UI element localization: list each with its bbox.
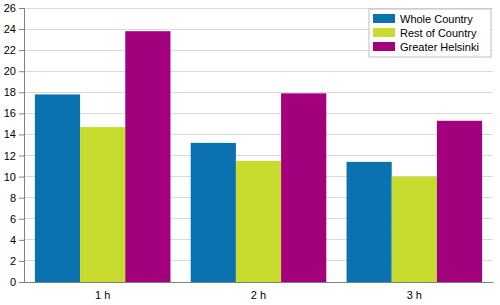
- legend-label: Rest of Country: [400, 27, 477, 39]
- grid-line: [24, 113, 493, 114]
- y-tick: 16: [4, 107, 24, 119]
- y-tick-label: 18: [4, 86, 16, 98]
- bars: [35, 31, 482, 282]
- chart: 024681012141618202224261 h2 h3 hWhole Co…: [0, 0, 500, 305]
- y-tick: 22: [4, 44, 24, 56]
- y-tick-label: 14: [4, 128, 16, 140]
- y-tick-mark: [19, 50, 24, 51]
- y-tick-label: 26: [4, 2, 16, 14]
- y-tick-mark: [19, 156, 24, 157]
- bar: [236, 161, 281, 282]
- y-tick: 14: [4, 128, 24, 140]
- y-tick-label: 2: [10, 255, 16, 267]
- grid-line: [24, 92, 493, 93]
- x-tick-label: 2 h: [251, 289, 266, 301]
- y-tick: 2: [10, 255, 24, 267]
- y-tick: 26: [4, 2, 24, 14]
- y-tick: 0: [10, 276, 24, 288]
- y-tick-mark: [19, 113, 24, 114]
- y-tick-mark: [19, 198, 24, 199]
- grid-line: [24, 8, 493, 9]
- grid-line: [24, 71, 493, 72]
- y-tick-label: 6: [10, 213, 16, 225]
- y-tick: 6: [10, 213, 24, 225]
- legend-entry: Greater Helsinki: [373, 41, 479, 53]
- y-tick: 8: [10, 192, 24, 204]
- y-tick: 4: [10, 234, 24, 246]
- y-tick: 24: [4, 23, 24, 35]
- y-tick-label: 22: [4, 44, 16, 56]
- y-tick-label: 0: [10, 276, 16, 288]
- y-tick-label: 10: [4, 171, 16, 183]
- y-tick-label: 12: [4, 150, 16, 162]
- plot: 024681012141618202224261 h2 h3 h: [4, 2, 494, 301]
- y-tick-mark: [19, 240, 24, 241]
- x-tick-label: 1 h: [95, 289, 110, 301]
- y-axis: 02468101214161820222426: [4, 2, 25, 288]
- bar: [392, 177, 437, 282]
- y-tick-mark: [19, 177, 24, 178]
- y-tick-mark: [19, 29, 24, 30]
- y-tick-label: 8: [10, 192, 16, 204]
- legend-swatch: [373, 28, 395, 37]
- y-tick: 18: [4, 86, 24, 98]
- y-tick: 12: [4, 150, 24, 162]
- y-tick-mark: [19, 261, 24, 262]
- bar: [437, 121, 482, 282]
- bar: [125, 31, 170, 282]
- bar: [191, 143, 236, 282]
- bar: [281, 93, 326, 282]
- legend-entry: Whole Country: [373, 13, 473, 25]
- legend-label: Greater Helsinki: [400, 41, 479, 53]
- legend-swatch: [373, 14, 395, 23]
- x-tick-label: 3 h: [407, 289, 422, 301]
- legend-label: Whole Country: [400, 13, 473, 25]
- legend: Whole Country Rest of Country Greater Hels…: [369, 9, 491, 57]
- x-axis: 1 h 2 h 3 h: [25, 282, 494, 301]
- y-tick-label: 4: [10, 234, 16, 246]
- legend-entry: Rest of Country: [373, 27, 477, 39]
- x-tick: 1 h: [95, 282, 110, 301]
- y-tick-mark: [19, 71, 24, 72]
- y-tick-label: 24: [4, 23, 16, 35]
- y-tick-mark: [19, 282, 24, 283]
- y-axis-line: [19, 9, 25, 283]
- x-tick: 2 h: [251, 282, 266, 301]
- y-tick-label: 20: [4, 65, 16, 77]
- y-tick-label: 16: [4, 107, 16, 119]
- legend-swatch: [373, 42, 395, 51]
- bar: [35, 94, 80, 282]
- grid: [24, 8, 493, 282]
- y-tick: 10: [4, 171, 24, 183]
- y-tick-mark: [19, 8, 24, 9]
- x-tick: 3 h: [407, 282, 422, 301]
- bar: [80, 127, 125, 282]
- y-tick-mark: [19, 92, 24, 93]
- y-tick-mark: [19, 219, 24, 220]
- bar: [347, 162, 392, 282]
- x-axis-line: [25, 282, 494, 283]
- y-tick-mark: [19, 134, 24, 135]
- legend-box: [369, 9, 491, 57]
- y-tick: 20: [4, 65, 24, 77]
